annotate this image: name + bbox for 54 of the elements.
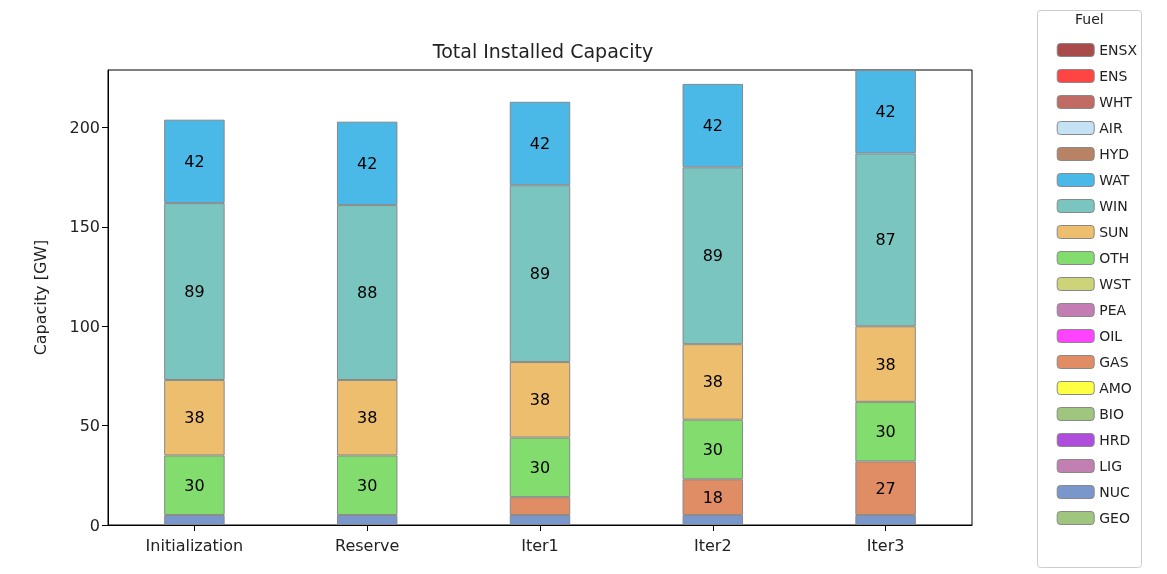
legend-label: WAT bbox=[1099, 172, 1130, 188]
legend-label: WIN bbox=[1099, 198, 1128, 214]
data-label: 30 bbox=[357, 475, 378, 495]
x-tick-label: Iter2 bbox=[694, 535, 732, 555]
data-label: 38 bbox=[529, 390, 551, 410]
legend-label: WHT bbox=[1099, 94, 1133, 110]
chart-title: Total Installed Capacity bbox=[431, 39, 654, 62]
legend-label: WST bbox=[1099, 276, 1131, 292]
legend-label: GAS bbox=[1099, 354, 1129, 370]
legend-label: NUC bbox=[1099, 484, 1130, 500]
y-tick-label: 0 bbox=[89, 515, 100, 535]
legend-label: PEA bbox=[1099, 302, 1127, 318]
legend-label: BIO bbox=[1099, 406, 1124, 422]
x-tick-label: Reserve bbox=[335, 535, 400, 555]
data-label: 30 bbox=[702, 440, 723, 459]
y-axis-title: Capacity [GW] bbox=[30, 239, 50, 356]
data-label: 87 bbox=[875, 230, 896, 250]
x-tick-label: Iter3 bbox=[866, 535, 905, 555]
legend-label: OTH bbox=[1099, 250, 1130, 266]
data-label: 42 bbox=[357, 153, 378, 173]
x-tick-label: Iter1 bbox=[521, 535, 559, 555]
data-label: 38 bbox=[875, 354, 896, 374]
data-label: 30 bbox=[875, 422, 896, 442]
legend-label: HYD bbox=[1099, 146, 1130, 162]
legend-title: Fuel bbox=[1075, 11, 1104, 27]
data-label: 42 bbox=[702, 116, 723, 136]
y-tick-label: 50 bbox=[79, 416, 100, 436]
legend-label: LIG bbox=[1099, 458, 1122, 474]
data-label: 38 bbox=[702, 372, 723, 392]
data-label: 89 bbox=[529, 264, 551, 284]
data-label: 89 bbox=[184, 282, 205, 302]
legend-label: ENSX bbox=[1099, 42, 1138, 58]
data-label: 38 bbox=[357, 408, 378, 428]
data-label: 38 bbox=[184, 408, 205, 428]
legend-label: GEO bbox=[1099, 510, 1130, 526]
data-label: 42 bbox=[875, 102, 896, 122]
data-label: 30 bbox=[184, 475, 205, 495]
legend-label: AIR bbox=[1099, 120, 1123, 136]
y-tick-label: 150 bbox=[69, 217, 100, 237]
data-label: 30 bbox=[529, 457, 551, 477]
legend-label: ENS bbox=[1099, 68, 1128, 84]
legend-label: OIL bbox=[1099, 328, 1123, 344]
data-label: 27 bbox=[875, 478, 896, 498]
data-label: 89 bbox=[702, 246, 723, 266]
legend-label: AMO bbox=[1099, 380, 1132, 396]
data-label: 88 bbox=[357, 283, 378, 303]
data-label: 42 bbox=[184, 151, 205, 171]
legend-label: SUN bbox=[1099, 224, 1129, 240]
data-label: 42 bbox=[529, 134, 551, 154]
x-tick-label: Initialization bbox=[145, 535, 244, 555]
legend-label: HRD bbox=[1099, 432, 1131, 448]
y-tick-label: 200 bbox=[69, 118, 100, 138]
data-label: 18 bbox=[702, 487, 723, 507]
y-tick-label: 100 bbox=[69, 316, 100, 336]
